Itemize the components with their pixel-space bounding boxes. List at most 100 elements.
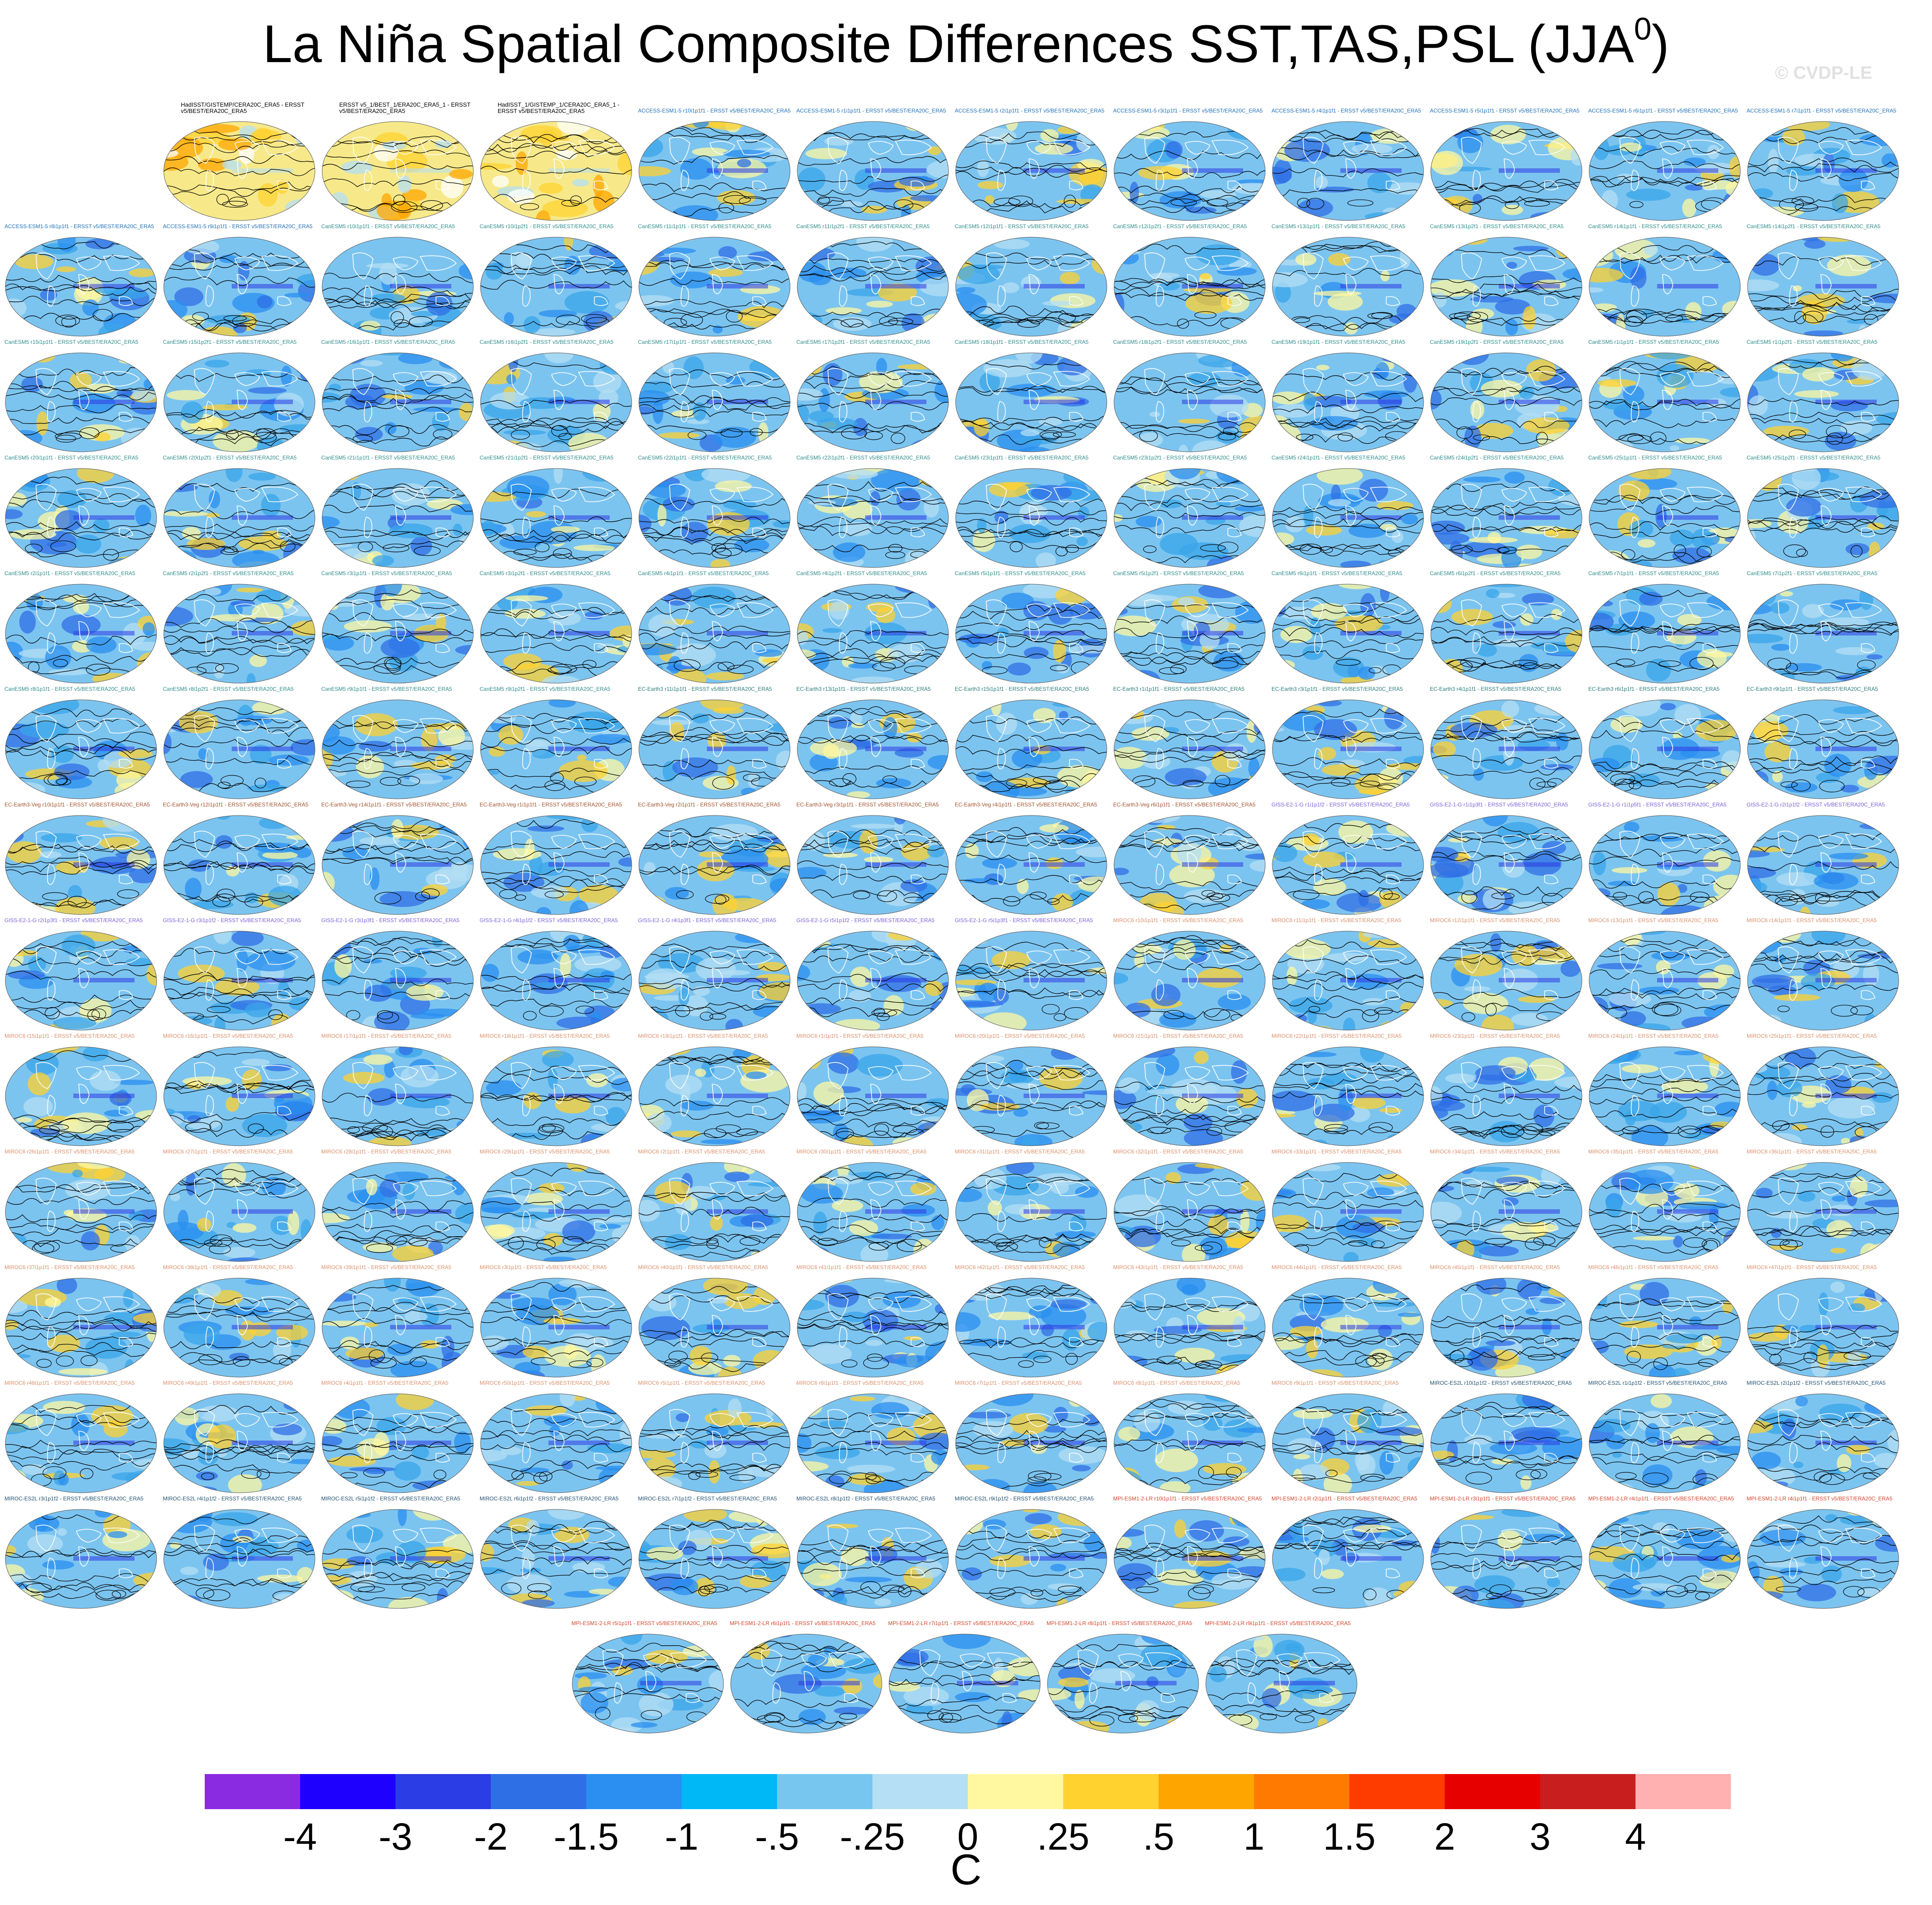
global-map (638, 1509, 791, 1609)
global-map (1747, 584, 1899, 684)
panel-title: EC-Earth3 r1i1p1f1 - ERSST v5/BEST/ERA20… (1113, 686, 1245, 692)
map-panel: MIROC6 r49i1p1f1 - ERSST v5/BEST/ERA20C_… (163, 1380, 321, 1494)
global-map (797, 931, 949, 1031)
map-panel: EC-Earth3-Veg r6i1p1f1 - ERSST v5/BEST/E… (1113, 802, 1272, 915)
global-map (889, 1634, 1041, 1734)
global-map (638, 931, 791, 1031)
global-map (322, 237, 474, 337)
panel-title: MPI-ESM1-2-LR r3i1p1f1 - ERSST v5/BEST/E… (1430, 1496, 1576, 1502)
global-map (955, 121, 1107, 221)
panel-title: GISS-E2-1-G r2i1p3f1 - ERSST v5/BEST/ERA… (4, 918, 143, 923)
global-map (955, 237, 1107, 337)
map-panel: GISS-E2-1-G r5i1p1f2 - ERSST v5/BEST/ERA… (796, 918, 955, 1031)
global-map (955, 1162, 1107, 1262)
global-map (797, 815, 949, 915)
panel-title: MIROC-ES2L r1i1p1f2 - ERSST v5/BEST/ERA2… (1588, 1380, 1727, 1386)
panel-title: CanESM5 r9i1p2f1 - ERSST v5/BEST/ERA20C_… (480, 686, 611, 692)
global-map (797, 699, 949, 799)
panel-title: EC-Earth3 r11i1p1f1 - ERSST v5/BEST/ERA2… (638, 686, 772, 692)
panel-title: MIROC-ES2L r9i1p1f2 - ERSST v5/BEST/ERA2… (955, 1496, 1094, 1502)
global-map (1589, 468, 1741, 568)
global-map (1272, 815, 1424, 915)
panel-title: CanESM5 r24i1p1f1 - ERSST v5/BEST/ERA20C… (1272, 455, 1406, 461)
panel-title: EC-Earth3-Veg r12i1p1f1 - ERSST v5/BEST/… (163, 802, 309, 808)
global-map (1272, 237, 1424, 337)
panel-title: CanESM5 r25i1p2f1 - ERSST v5/BEST/ERA20C… (1747, 455, 1881, 461)
map-panel: CanESM5 r22i1p1f1 - ERSST v5/BEST/ERA20C… (638, 455, 796, 568)
map-panel: GISS-E2-1-G r2i1p3f1 - ERSST v5/BEST/ERA… (4, 918, 163, 1031)
map-panel: CanESM5 r19i1p2f1 - ERSST v5/BEST/ERA20C… (1430, 339, 1588, 453)
map-panel: CanESM5 r13i1p1f1 - ERSST v5/BEST/ERA20C… (1272, 224, 1430, 337)
map-panel: CanESM5 r24i1p2f1 - ERSST v5/BEST/ERA20C… (1430, 455, 1588, 568)
panel-title: ACCESS-ESM1-5 r4i1p1f1 - ERSST v5/BEST/E… (1272, 108, 1421, 114)
map-panel: CanESM5 r5i1p1f1 - ERSST v5/BEST/ERA20C_… (955, 571, 1113, 684)
panel-title: EC-Earth3-Veg r10i1p1f1 - ERSST v5/BEST/… (4, 802, 150, 808)
panel-title: MIROC6 r48i1p1f1 - ERSST v5/BEST/ERA20C_… (4, 1380, 135, 1386)
global-map (1747, 237, 1899, 337)
panel-title: MIROC6 r23i1p1f1 - ERSST v5/BEST/ERA20C_… (1430, 1033, 1560, 1039)
map-panel: HadISST_1/GISTEMP_1/CERA20C_ERA5_1 - ERS… (480, 102, 638, 221)
map-panel: MIROC6 r13i1p1f1 - ERSST v5/BEST/ERA20C_… (1588, 918, 1747, 1031)
map-panel: MIROC-ES2L r5i1p1f2 - ERSST v5/BEST/ERA2… (321, 1496, 480, 1609)
global-map (730, 1634, 882, 1734)
global-map (1589, 931, 1741, 1031)
global-map (797, 121, 949, 221)
panel-title: MIROC6 r24i1p1f1 - ERSST v5/BEST/ERA20C_… (1588, 1033, 1719, 1039)
panel-title: CanESM5 r11i1p1f1 - ERSST v5/BEST/ERA20C… (638, 224, 772, 230)
global-map (1747, 468, 1899, 568)
map-panel: EC-Earth3-Veg r10i1p1f1 - ERSST v5/BEST/… (4, 802, 163, 915)
watermark: © CVDP-LE (1775, 63, 1873, 83)
map-panel: CanESM5 r21i1p2f1 - ERSST v5/BEST/ERA20C… (480, 455, 638, 568)
panel-title: EC-Earth3 r13i1p1f1 - ERSST v5/BEST/ERA2… (796, 686, 931, 692)
global-map (1047, 1634, 1199, 1734)
panel-title: MIROC6 r39i1p1f1 - ERSST v5/BEST/ERA20C_… (321, 1265, 452, 1270)
map-panel: CanESM5 r10i1p1f1 - ERSST v5/BEST/ERA20C… (321, 224, 480, 337)
global-map (322, 352, 474, 452)
global-map (1747, 1046, 1899, 1146)
map-panel: CanESM5 r6i1p2f1 - ERSST v5/BEST/ERA20C_… (1430, 571, 1588, 684)
global-map (163, 1393, 315, 1493)
global-map (955, 352, 1107, 452)
panel-title: CanESM5 r20i1p1f1 - ERSST v5/BEST/ERA20C… (4, 455, 139, 461)
panel-title: GISS-E2-1-G r4i1p1f2 - ERSST v5/BEST/ERA… (480, 918, 618, 923)
global-map (480, 237, 632, 337)
panel-title: EC-Earth3 r4i1p1f1 - ERSST v5/BEST/ERA20… (1430, 686, 1561, 692)
global-map (797, 1393, 949, 1493)
map-panel: MIROC-ES2L r6i1p1f2 - ERSST v5/BEST/ERA2… (480, 1496, 638, 1609)
global-map (1747, 352, 1899, 452)
global-map (797, 352, 949, 452)
map-panel: MIROC6 r28i1p1f1 - ERSST v5/BEST/ERA20C_… (321, 1149, 480, 1262)
panel-title: GISS-E2-1-G r3i1p3f1 - ERSST v5/BEST/ERA… (321, 918, 460, 923)
map-panel: MIROC6 r7i1p1f1 - ERSST v5/BEST/ERA20C_E… (955, 1380, 1113, 1494)
map-panel: MIROC6 r27i1p1f1 - ERSST v5/BEST/ERA20C_… (163, 1149, 321, 1262)
map-panel: EC-Earth3 r3i1p1f1 - ERSST v5/BEST/ERA20… (1272, 686, 1430, 800)
map-panel: CanESM5 r1i1p1f1 - ERSST v5/BEST/ERA20C_… (1588, 339, 1747, 453)
panel-title: CanESM5 r16i1p1f1 - ERSST v5/BEST/ERA20C… (321, 339, 455, 345)
global-map (797, 584, 949, 684)
global-map (638, 1393, 791, 1493)
map-panel: CanESM5 r25i1p1f1 - ERSST v5/BEST/ERA20C… (1588, 455, 1747, 568)
global-map (163, 1278, 315, 1378)
map-panel: CanESM5 r25i1p2f1 - ERSST v5/BEST/ERA20C… (1747, 455, 1905, 568)
map-panel: MIROC6 r2i1p1f1 - ERSST v5/BEST/ERA20C_E… (638, 1149, 796, 1262)
panel-title: CanESM5 r19i1p1f1 - ERSST v5/BEST/ERA20C… (1272, 339, 1406, 345)
panel-title: CanESM5 r7i1p2f1 - ERSST v5/BEST/ERA20C_… (1747, 571, 1878, 576)
map-panel: MIROC6 r35i1p1f1 - ERSST v5/BEST/ERA20C_… (1588, 1149, 1747, 1262)
global-map (1747, 1278, 1899, 1378)
map-panel: CanESM5 r3i1p2f1 - ERSST v5/BEST/ERA20C_… (480, 571, 638, 684)
panel-title: MIROC6 r29i1p1f1 - ERSST v5/BEST/ERA20C_… (480, 1149, 610, 1155)
panel-title: MPI-ESM1-2-LR r5i1p1f1 - ERSST v5/BEST/E… (571, 1621, 717, 1626)
panel-title: CanESM5 r15i1p2f1 - ERSST v5/BEST/ERA20C… (163, 339, 297, 345)
global-map (955, 584, 1107, 684)
map-panel: GISS-E2-1-G r4i1p1f2 - ERSST v5/BEST/ERA… (480, 918, 638, 1031)
panel-title: CanESM5 r17i1p1f1 - ERSST v5/BEST/ERA20C… (638, 339, 772, 345)
map-panel: CanESM5 r16i1p1f1 - ERSST v5/BEST/ERA20C… (321, 339, 480, 453)
global-map (163, 237, 315, 337)
global-map (5, 1278, 157, 1378)
panel-title: MIROC6 r17i1p1f1 - ERSST v5/BEST/ERA20C_… (321, 1033, 452, 1039)
map-panel: MIROC6 r29i1p1f1 - ERSST v5/BEST/ERA20C_… (480, 1149, 638, 1262)
global-map (1272, 1393, 1424, 1493)
panel-title: CanESM5 r15i1p1f1 - ERSST v5/BEST/ERA20C… (4, 339, 139, 345)
map-panel: MIROC6 r32i1p1f1 - ERSST v5/BEST/ERA20C_… (1113, 1149, 1272, 1262)
global-map (955, 1393, 1107, 1493)
